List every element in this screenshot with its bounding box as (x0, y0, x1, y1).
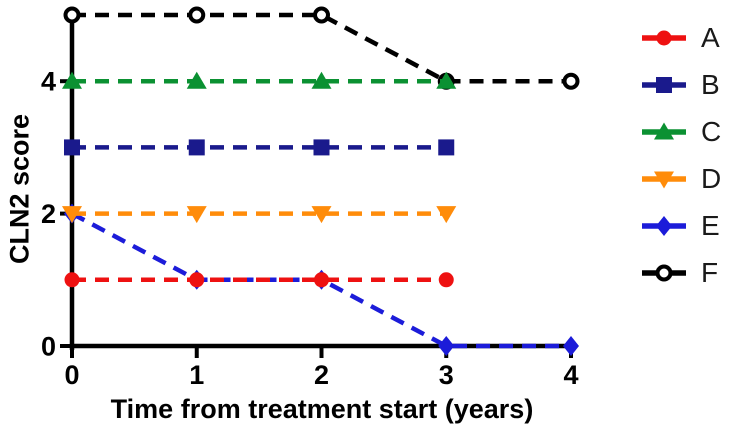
x-tick-label: 4 (563, 360, 578, 390)
marker-triangle-down (62, 206, 82, 224)
marker-open-circle (313, 6, 330, 24)
x-tick-label: 3 (439, 360, 454, 390)
marker-triangle-up (186, 71, 207, 89)
marker-triangle-down (311, 206, 332, 224)
y-tick-label: 4 (41, 67, 56, 97)
marker-square (656, 76, 672, 93)
marker-circle (189, 272, 205, 288)
legend-swatch-A (642, 30, 686, 45)
legend-item-F: F (641, 249, 721, 296)
marker-diamond (656, 215, 672, 236)
legend-swatch-D (642, 171, 686, 188)
marker-circle (64, 272, 80, 288)
marker-triangle-up (436, 71, 457, 89)
marker-square (313, 139, 330, 156)
legend-swatch-C (642, 122, 686, 139)
y-tick-label: 2 (41, 199, 56, 229)
marker-triangle-down (186, 206, 207, 224)
marker-diamond (438, 336, 455, 356)
legend-label-D: D (701, 162, 722, 194)
marker-triangle-down (654, 171, 674, 188)
marker-open-circle (63, 6, 81, 24)
marker-triangle-up (654, 122, 674, 139)
marker-open-circle (188, 6, 206, 24)
marker-square (438, 139, 455, 156)
legend-item-E: E (641, 202, 721, 249)
marker-circle (438, 272, 454, 288)
legend-label-C: C (701, 115, 722, 147)
legend-label-A: A (701, 21, 720, 53)
marker-open-circle (655, 264, 673, 281)
legend-label-E: E (701, 209, 720, 241)
marker-triangle-down (436, 206, 457, 224)
x-axis-title: Time from treatment start (years) (110, 394, 534, 424)
x-tick-label: 1 (189, 360, 204, 390)
marker-circle (314, 272, 329, 288)
marker-triangle-up (311, 71, 332, 89)
legend-swatch-E (642, 215, 686, 236)
legend-swatch-F (642, 264, 686, 281)
marker-square (64, 139, 80, 156)
legend-item-C: C (641, 108, 721, 155)
legend-item-B: B (641, 61, 721, 108)
marker-circle (656, 30, 672, 45)
x-tick-label: 0 (64, 360, 79, 390)
y-tick-label: 0 (41, 332, 56, 362)
marker-triangle-up (62, 71, 82, 89)
legend-label-F: F (701, 256, 719, 288)
legend-item-A: A (641, 14, 721, 61)
legend-item-D: D (641, 155, 721, 202)
marker-open-circle (562, 72, 580, 90)
legend-label-B: B (701, 68, 720, 100)
marker-square (188, 139, 205, 156)
x-tick-label: 2 (314, 360, 329, 390)
y-axis-title: CLN2 score (4, 113, 35, 265)
legend-swatch-B (642, 76, 686, 93)
marker-diamond (563, 336, 579, 356)
series-line-F (72, 12, 571, 84)
